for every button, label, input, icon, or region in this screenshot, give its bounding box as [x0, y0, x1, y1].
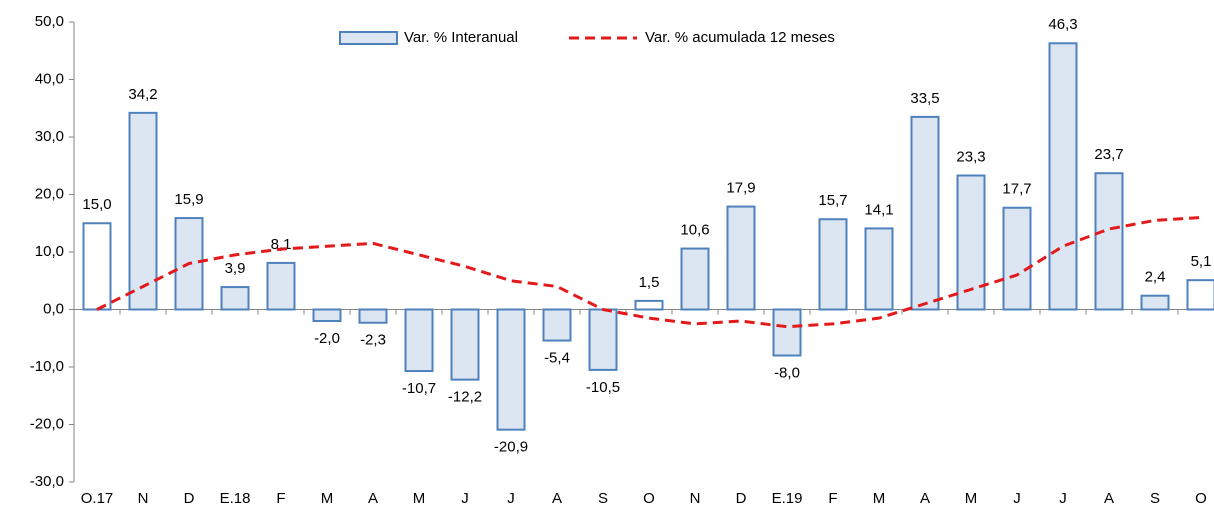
y-tick-label: 40,0	[35, 70, 64, 87]
bar	[1140, 294, 1170, 311]
legend-label: Var. % Interanual	[404, 29, 518, 46]
y-tick-label: 10,0	[35, 243, 64, 260]
x-tick-label: D	[736, 490, 747, 507]
x-tick-label: M	[321, 490, 334, 507]
bar	[772, 308, 802, 357]
data-label: -12,2	[448, 389, 482, 406]
bar	[128, 111, 158, 311]
data-label: 15,7	[818, 192, 847, 209]
bar	[680, 247, 710, 311]
data-label: -10,7	[402, 380, 436, 397]
bar	[588, 308, 618, 371]
data-label: 23,7	[1094, 146, 1123, 163]
data-label: 10,6	[680, 222, 709, 239]
x-tick-label: N	[138, 490, 149, 507]
y-tick-label: 0,0	[43, 300, 64, 317]
x-tick-label: O	[643, 490, 655, 507]
x-tick-label: A	[368, 490, 378, 507]
bar	[312, 308, 342, 322]
bar	[634, 299, 664, 311]
x-tick-label: A	[920, 490, 930, 507]
x-tick-label: O.17	[81, 490, 114, 507]
y-tick-label: -20,0	[30, 415, 64, 432]
data-label: -20,9	[494, 439, 528, 456]
bar	[450, 308, 480, 381]
bar	[726, 205, 756, 311]
y-tick-label: -30,0	[30, 473, 64, 490]
x-tick-label: F	[828, 490, 837, 507]
bar	[82, 222, 112, 311]
data-label: -8,0	[774, 364, 800, 381]
x-tick-label: N	[690, 490, 701, 507]
bar	[542, 308, 572, 342]
data-label: -2,3	[360, 332, 386, 349]
x-tick-label: A	[1104, 490, 1114, 507]
x-tick-label: M	[413, 490, 426, 507]
x-tick-label: O	[1195, 490, 1207, 507]
data-label: -10,5	[586, 379, 620, 396]
x-tick-label: A	[552, 490, 562, 507]
data-label: 15,9	[174, 191, 203, 208]
data-label: -2,0	[314, 330, 340, 347]
x-tick-label: M	[873, 490, 886, 507]
legend-swatch	[339, 31, 398, 45]
data-label: 17,7	[1002, 181, 1031, 198]
x-tick-label: E.19	[772, 490, 803, 507]
x-tick-label: S	[1150, 490, 1160, 507]
bar	[818, 218, 848, 311]
data-label: 33,5	[910, 90, 939, 107]
legend-label: Var. % acumulada 12 meses	[645, 29, 835, 46]
bar	[266, 261, 296, 311]
y-tick-label: 30,0	[35, 128, 64, 145]
data-label: 14,1	[864, 201, 893, 218]
bar	[910, 115, 940, 311]
bar	[1094, 172, 1124, 311]
data-label: 2,4	[1145, 269, 1166, 286]
y-tick-label: 20,0	[35, 185, 64, 202]
bar	[864, 227, 894, 311]
x-tick-label: J	[1059, 490, 1067, 507]
data-label: 34,2	[128, 86, 157, 103]
line	[96, 216, 1202, 329]
x-tick-label: M	[965, 490, 978, 507]
bar	[496, 308, 526, 431]
x-tick-label: F	[276, 490, 285, 507]
data-label: 5,1	[1191, 253, 1212, 270]
bar	[1002, 206, 1032, 311]
x-tick-label: S	[598, 490, 608, 507]
bar	[1048, 42, 1078, 311]
data-label: 15,0	[82, 196, 111, 213]
x-tick-label: J	[507, 490, 515, 507]
bar	[358, 308, 388, 324]
data-label: 1,5	[639, 274, 660, 291]
data-label: 23,3	[956, 148, 985, 165]
bar	[404, 308, 434, 373]
x-tick-label: J	[461, 490, 469, 507]
bar	[1186, 279, 1214, 311]
data-label: 17,9	[726, 180, 755, 197]
bar	[220, 286, 250, 311]
y-tick-label: -10,0	[30, 358, 64, 375]
x-tick-label: E.18	[220, 490, 251, 507]
data-label: 46,3	[1048, 16, 1077, 33]
data-label: -5,4	[544, 350, 570, 367]
x-tick-label: J	[1013, 490, 1021, 507]
y-tick-label: 50,0	[35, 13, 64, 30]
x-tick-label: D	[184, 490, 195, 507]
data-label: 3,9	[225, 260, 246, 277]
